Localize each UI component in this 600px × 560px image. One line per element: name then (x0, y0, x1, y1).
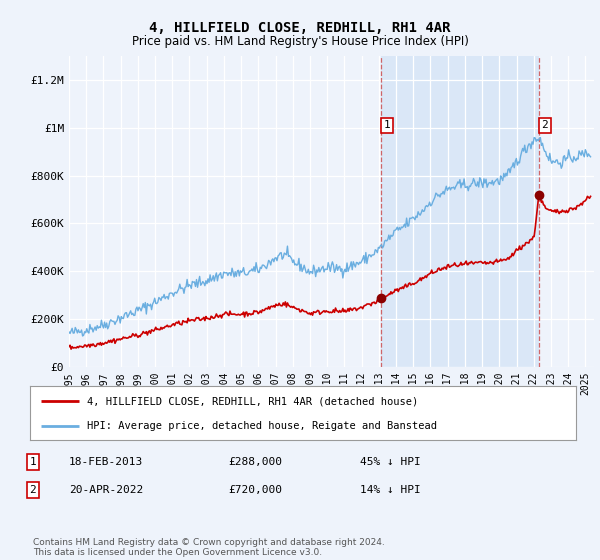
Text: 14% ↓ HPI: 14% ↓ HPI (360, 485, 421, 495)
Text: 4, HILLFIELD CLOSE, REDHILL, RH1 4AR (detached house): 4, HILLFIELD CLOSE, REDHILL, RH1 4AR (de… (88, 396, 419, 407)
Text: 18-FEB-2013: 18-FEB-2013 (69, 457, 143, 467)
Bar (381, 56, 539, 367)
Text: Contains HM Land Registry data © Crown copyright and database right 2024.
This d: Contains HM Land Registry data © Crown c… (33, 538, 385, 557)
Text: 45% ↓ HPI: 45% ↓ HPI (360, 457, 421, 467)
Text: HPI: Average price, detached house, Reigate and Banstead: HPI: Average price, detached house, Reig… (88, 421, 437, 431)
Text: £288,000: £288,000 (228, 457, 282, 467)
Text: 20-APR-2022: 20-APR-2022 (69, 485, 143, 495)
Text: £720,000: £720,000 (228, 485, 282, 495)
Text: 1: 1 (383, 120, 390, 130)
Text: Price paid vs. HM Land Registry's House Price Index (HPI): Price paid vs. HM Land Registry's House … (131, 35, 469, 48)
Text: 2: 2 (29, 485, 37, 495)
Text: 4, HILLFIELD CLOSE, REDHILL, RH1 4AR: 4, HILLFIELD CLOSE, REDHILL, RH1 4AR (149, 21, 451, 35)
Text: 1: 1 (29, 457, 37, 467)
Text: 2: 2 (542, 120, 548, 130)
